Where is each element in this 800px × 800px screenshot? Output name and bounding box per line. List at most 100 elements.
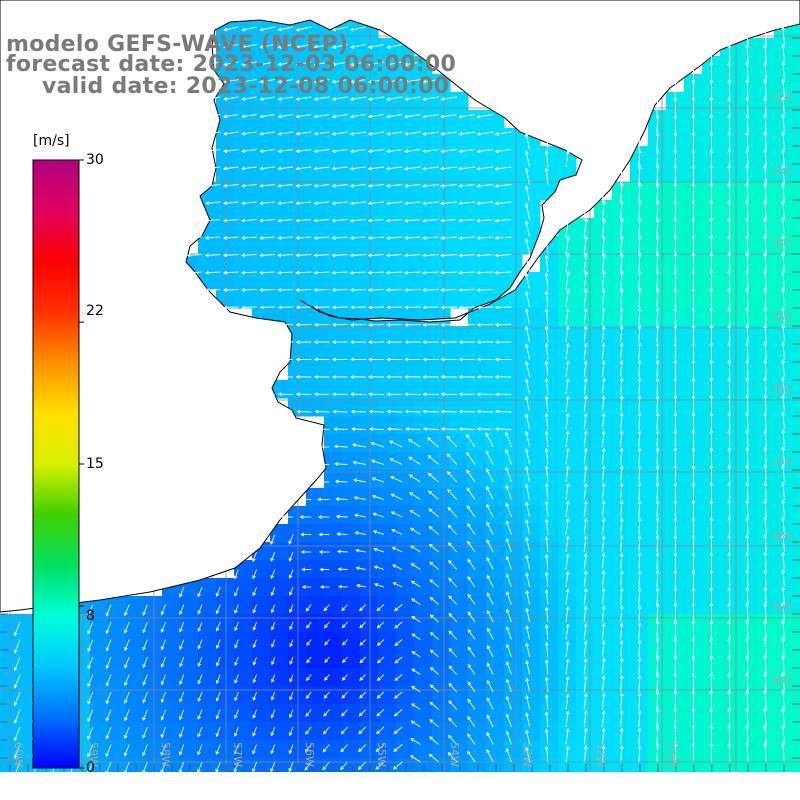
wind-arrow (270, 534, 276, 545)
arrow-shaft (601, 413, 605, 430)
arrow-head (525, 536, 529, 541)
wind-speed-cell (774, 452, 793, 471)
arrow-head (781, 516, 786, 521)
arrow-head (494, 184, 499, 188)
arrow-head (270, 714, 275, 719)
arrow-head (583, 482, 588, 487)
wind-arrow (466, 487, 476, 500)
wind-arrow (494, 253, 512, 258)
wind-arrow (745, 464, 750, 483)
wind-speed-cell (792, 596, 800, 615)
arrow-head (619, 287, 624, 292)
arrow-head (234, 592, 238, 597)
wind-speed-cell (234, 722, 253, 741)
arrow-shaft (601, 640, 605, 658)
arrow-head (179, 610, 183, 616)
arrow-head (637, 657, 642, 662)
wind-arrow (673, 342, 678, 360)
wind-speed-cell (432, 272, 451, 291)
arrow-head (727, 569, 732, 574)
wind-speed-cell (450, 596, 469, 615)
arrow-head (353, 495, 358, 500)
arrow-shaft (161, 639, 167, 650)
arrow-head (277, 131, 282, 136)
arrow-shaft (459, 131, 476, 135)
arrow-shaft (341, 709, 348, 717)
arrow-head (727, 234, 732, 239)
wind-speed-cell (540, 488, 559, 507)
arrow-head (429, 649, 434, 654)
arrow-shaft (583, 431, 587, 448)
wind-arrow (727, 429, 732, 448)
arrow-shaft (205, 201, 221, 204)
wind-speed-cell (792, 326, 800, 345)
arrow-shaft (656, 465, 659, 483)
wind-speed-cell (432, 596, 451, 615)
wind-speed-cell (504, 704, 523, 723)
wind-arrow (223, 305, 239, 310)
arrow-head (223, 131, 228, 136)
wind-arrow (289, 656, 294, 665)
arrow-shaft (411, 616, 421, 623)
arrow-head (223, 114, 228, 119)
wind-speed-cell (720, 542, 739, 561)
arrow-head (709, 113, 714, 118)
wind-speed-cell (288, 380, 307, 399)
arrow-shaft (782, 552, 785, 570)
arrow-head (305, 607, 310, 612)
arrow-head (323, 712, 328, 717)
arrow-shaft (620, 325, 623, 343)
arrow-head (476, 149, 481, 154)
wind-speed-cell (306, 614, 325, 633)
wind-arrow (655, 342, 660, 360)
wind-speed-cell (378, 632, 397, 651)
arrow-head (13, 719, 18, 724)
arrow-shaft (352, 444, 366, 448)
arrow-shaft (314, 149, 330, 152)
arrow-head (277, 322, 282, 327)
arrow-head (458, 253, 463, 258)
arrow-shaft (314, 166, 330, 170)
wind-speed-cell (792, 578, 800, 597)
arrow-shaft (296, 236, 312, 239)
arrow-shaft (430, 632, 439, 640)
wind-arrow (583, 587, 588, 605)
arrow-head (215, 627, 220, 632)
wind-arrow (525, 642, 531, 658)
arrow-head (781, 376, 786, 381)
arrow-head (763, 287, 768, 292)
arrow-head (336, 532, 341, 537)
arrow-head (655, 149, 660, 154)
wind-arrow (763, 464, 768, 483)
arrow-shaft (620, 553, 623, 570)
arrow-head (637, 217, 642, 222)
wind-arrow (565, 270, 571, 290)
arrow-head (160, 646, 165, 651)
arrow-shaft (142, 709, 148, 721)
wind-speed-cell (468, 272, 487, 291)
wind-speed-cell (360, 470, 379, 489)
wind-arrow (405, 427, 421, 431)
wind-speed-cell (252, 254, 271, 273)
arrow-head (467, 576, 472, 581)
arrow-head (427, 454, 432, 459)
wind-speed-cell (360, 308, 379, 327)
arrow-head (619, 377, 624, 382)
wind-speed-cell (774, 272, 793, 291)
arrow-shaft (764, 672, 767, 693)
wind-speed-cell (90, 650, 109, 669)
wind-arrow (289, 709, 294, 719)
wind-arrow (458, 392, 476, 397)
wind-speed-cell (324, 416, 343, 435)
wind-arrow (385, 166, 403, 171)
arrow-head (745, 464, 750, 469)
wind-arrow (494, 166, 512, 171)
arrow-head (404, 374, 409, 379)
arrow-shaft (223, 96, 239, 100)
arrow-head (781, 358, 786, 363)
arrow-head (745, 376, 750, 381)
wind-speed-cell (396, 218, 415, 237)
arrow-head (142, 611, 146, 616)
wind-speed-cell (468, 740, 487, 759)
wind-speed-cell (18, 614, 37, 633)
